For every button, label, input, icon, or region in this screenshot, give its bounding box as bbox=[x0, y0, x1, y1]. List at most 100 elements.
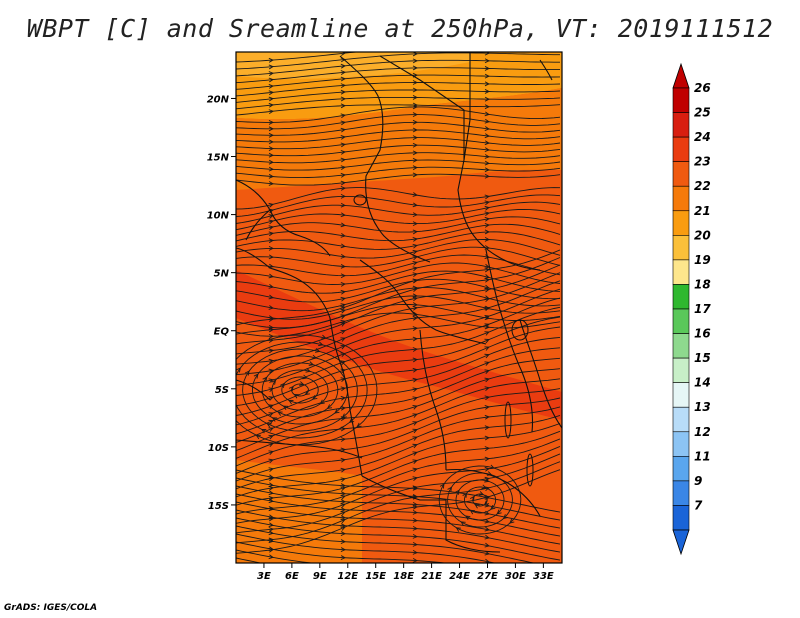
streamline-arrow bbox=[268, 254, 275, 260]
streamline-arrow bbox=[484, 477, 490, 483]
streamline-arrow bbox=[485, 583, 490, 588]
streamline-arrow bbox=[268, 102, 274, 108]
streamline-arrow bbox=[326, 404, 333, 409]
longitude-axis: 3E 6E 9E 12E 15E 18E 21E 24E 27E 30E 33E bbox=[257, 563, 554, 582]
streamline-arrow bbox=[340, 437, 346, 442]
streamline bbox=[236, 129, 561, 143]
streamline-arrow bbox=[412, 243, 418, 249]
streamline bbox=[236, 326, 561, 416]
streamline bbox=[236, 341, 368, 439]
streamline bbox=[236, 477, 561, 521]
streamline-arrow bbox=[412, 127, 419, 133]
streamline-arrow bbox=[268, 294, 274, 300]
border-line-10 bbox=[445, 468, 541, 517]
streamline-arrow bbox=[412, 405, 418, 410]
lat-tick-label: 5N bbox=[214, 269, 230, 280]
streamline-arrow bbox=[268, 485, 274, 491]
streamline-arrow bbox=[308, 361, 315, 366]
lat-tick-label: 10N bbox=[207, 211, 230, 222]
streamline-arrow bbox=[484, 287, 490, 293]
streamline-arrow bbox=[484, 550, 490, 556]
streamline-arrow bbox=[496, 509, 502, 515]
streamline-arrow bbox=[474, 503, 480, 509]
lake-malawi bbox=[526, 453, 534, 487]
border-line-2 bbox=[379, 55, 541, 271]
streamline-arrow bbox=[412, 558, 419, 563]
colorbar-label: 20 bbox=[694, 228, 711, 242]
streamline bbox=[251, 355, 349, 425]
streamline-arrow bbox=[412, 229, 418, 235]
streamline bbox=[236, 246, 561, 268]
streamline-arrow bbox=[340, 76, 346, 82]
lon-tick-label: 18E bbox=[393, 571, 414, 582]
lat-tick-label: 20N bbox=[207, 94, 230, 105]
streamline-arrow bbox=[268, 202, 274, 208]
lat-tick-label: 5S bbox=[215, 385, 229, 396]
streamline-arrow bbox=[412, 387, 418, 393]
streamline-arrow bbox=[340, 531, 347, 536]
streamline bbox=[236, 121, 561, 136]
streamline-arrow bbox=[484, 118, 490, 124]
streamlines bbox=[236, 52, 561, 563]
streamline-arrow bbox=[268, 225, 274, 230]
streamline-arrow bbox=[412, 428, 418, 434]
streamline-arrow bbox=[484, 160, 491, 166]
border-line-14 bbox=[236, 379, 271, 401]
streamline bbox=[236, 59, 560, 77]
streamline-arrow bbox=[484, 435, 490, 441]
colorbar-swatch bbox=[672, 185, 690, 212]
streamline-arrow bbox=[340, 314, 346, 319]
streamline-arrow bbox=[271, 379, 277, 385]
streamline-arrow bbox=[502, 514, 509, 520]
streamline-arrow bbox=[412, 135, 419, 141]
streamline-arrow bbox=[340, 263, 347, 269]
streamline-arrow bbox=[485, 44, 489, 48]
streamline-arrow bbox=[268, 419, 274, 425]
streamline bbox=[236, 517, 561, 561]
streamline bbox=[236, 249, 561, 326]
streamline-arrow bbox=[268, 327, 274, 333]
streamline-arrow bbox=[412, 357, 418, 363]
streamline-arrow bbox=[484, 173, 491, 179]
streamline bbox=[236, 461, 561, 544]
streamline-arrow bbox=[484, 229, 491, 235]
streamline-arrow bbox=[412, 510, 419, 515]
streamline-arrow bbox=[340, 149, 346, 155]
streamline-arrow bbox=[340, 523, 347, 528]
streamline bbox=[236, 114, 561, 130]
streamline-arrow bbox=[484, 211, 490, 217]
streamline bbox=[236, 137, 561, 150]
streamline-arrow bbox=[340, 222, 346, 228]
streamline-arrow bbox=[268, 245, 275, 251]
streamline-arrow bbox=[268, 181, 275, 186]
streamline-arrow bbox=[268, 159, 275, 165]
streamline-arrow bbox=[412, 486, 419, 491]
streamline-arrow bbox=[340, 296, 346, 302]
colorbar-bottom-arrow bbox=[672, 529, 690, 556]
streamline-arrow bbox=[340, 491, 347, 496]
streamline-arrow bbox=[412, 467, 418, 473]
streamline bbox=[236, 445, 561, 524]
streamline-arrow bbox=[412, 212, 419, 218]
streamline-arrow bbox=[268, 527, 274, 532]
streamline-arrow bbox=[484, 154, 491, 159]
wbpt-band-22-23-south bbox=[236, 460, 362, 563]
streamline-arrow bbox=[304, 390, 310, 396]
streamline-arrow bbox=[340, 386, 346, 392]
colorbar-label: 11 bbox=[694, 449, 711, 463]
streamline-arrow bbox=[484, 386, 490, 391]
border-line-8 bbox=[419, 329, 447, 471]
streamline-arrow bbox=[268, 315, 274, 321]
streamline bbox=[236, 201, 561, 224]
streamline-arrow bbox=[484, 331, 490, 336]
streamline bbox=[236, 453, 561, 534]
streamline-arrow bbox=[268, 273, 274, 279]
streamline-arrow bbox=[462, 492, 468, 498]
streamline-arrow bbox=[484, 324, 491, 330]
streamline-arrow bbox=[268, 450, 274, 455]
streamline-arrow bbox=[412, 451, 418, 456]
streamline-arrow bbox=[268, 538, 274, 544]
streamline-arrow bbox=[340, 457, 346, 463]
latitude-axis: 20N 15N 10N 5N EQ 5S 10S 15S bbox=[207, 94, 236, 512]
